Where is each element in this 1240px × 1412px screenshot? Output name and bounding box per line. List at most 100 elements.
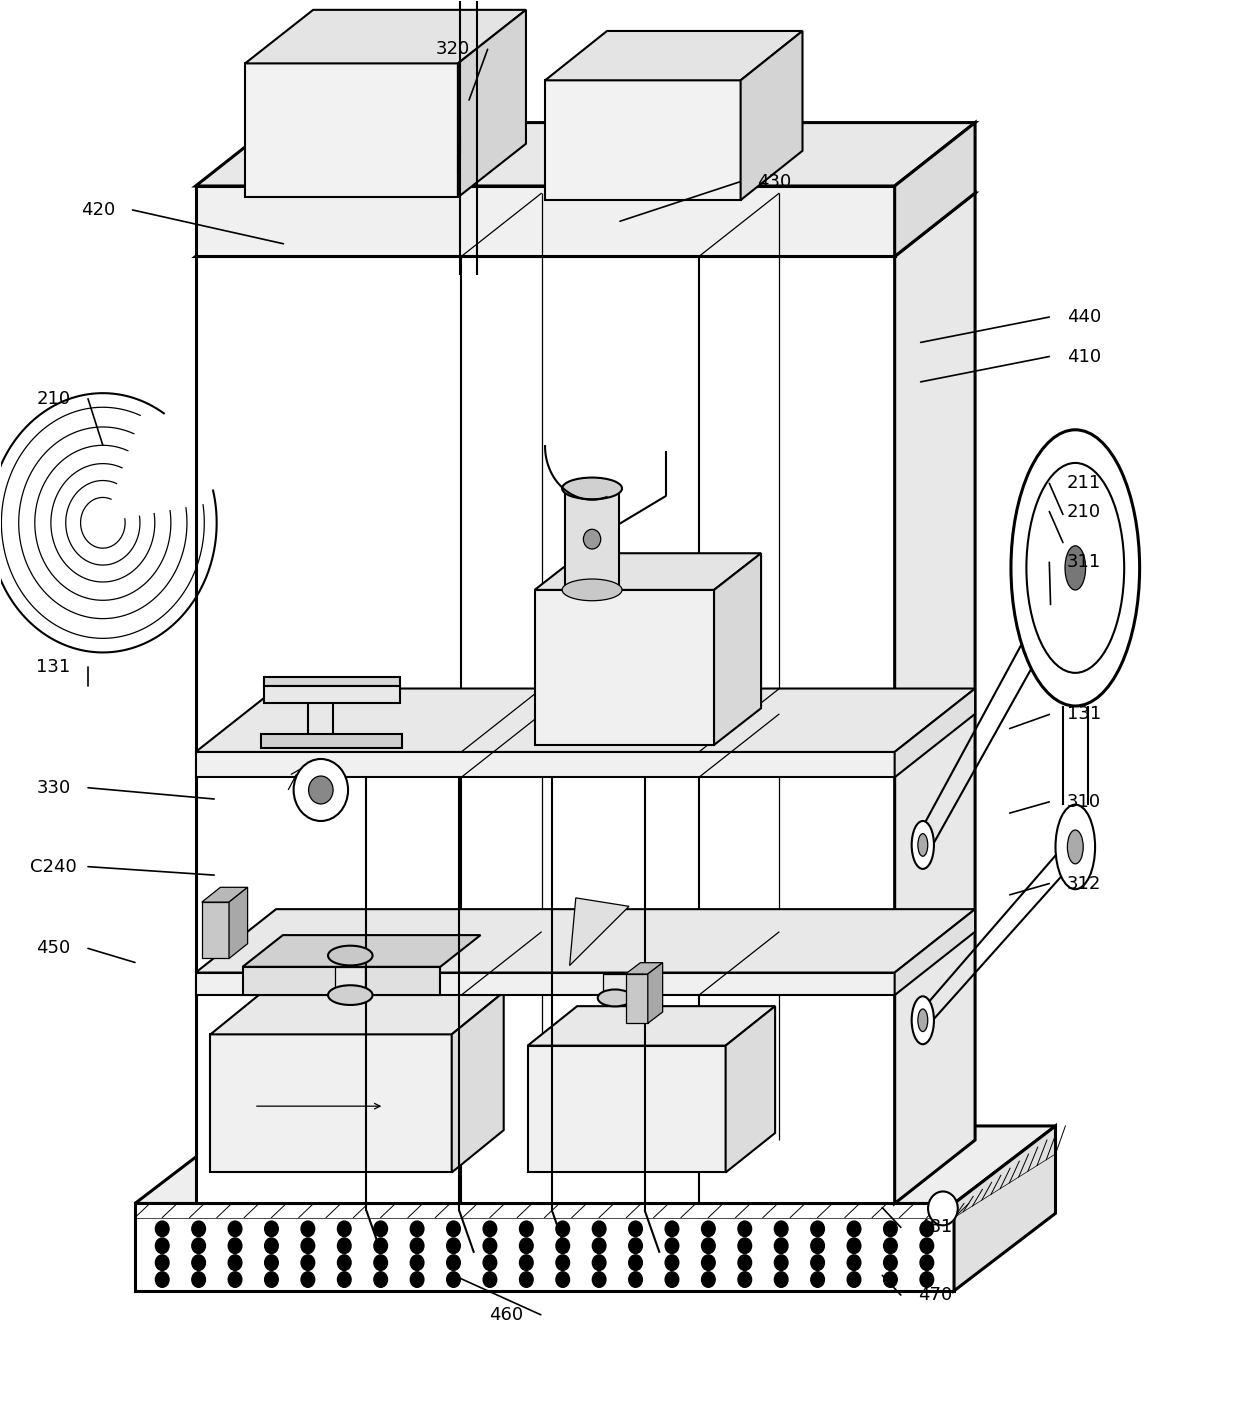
Polygon shape (229, 887, 248, 959)
Circle shape (629, 1238, 642, 1254)
Circle shape (738, 1238, 751, 1254)
Circle shape (484, 1272, 497, 1288)
Polygon shape (895, 193, 975, 1203)
Circle shape (520, 1221, 533, 1237)
Polygon shape (264, 686, 399, 703)
Circle shape (775, 1221, 787, 1237)
Circle shape (847, 1221, 861, 1237)
Text: 211: 211 (1066, 474, 1101, 493)
Ellipse shape (1068, 830, 1084, 864)
Circle shape (301, 1272, 315, 1288)
Polygon shape (895, 689, 975, 778)
Circle shape (301, 1238, 315, 1254)
Polygon shape (625, 974, 647, 1024)
Circle shape (264, 1238, 278, 1254)
Circle shape (410, 1255, 424, 1271)
Text: 330: 330 (36, 779, 71, 796)
Circle shape (309, 777, 334, 803)
Circle shape (665, 1255, 678, 1271)
Polygon shape (625, 963, 662, 974)
Circle shape (337, 1255, 351, 1271)
Polygon shape (647, 963, 662, 1024)
Polygon shape (196, 193, 975, 257)
Circle shape (847, 1238, 861, 1254)
Text: 312: 312 (1066, 874, 1101, 892)
Polygon shape (451, 993, 503, 1172)
Circle shape (155, 1255, 169, 1271)
Circle shape (337, 1272, 351, 1288)
Circle shape (847, 1272, 861, 1288)
Circle shape (520, 1272, 533, 1288)
Polygon shape (603, 974, 627, 998)
Circle shape (410, 1221, 424, 1237)
Circle shape (629, 1272, 642, 1288)
Circle shape (484, 1255, 497, 1271)
Text: 131: 131 (1066, 706, 1101, 723)
Text: 310: 310 (1066, 792, 1101, 810)
Polygon shape (534, 590, 714, 746)
Circle shape (228, 1272, 242, 1288)
Polygon shape (196, 123, 975, 186)
Text: 450: 450 (36, 939, 71, 957)
Circle shape (847, 1255, 861, 1271)
Polygon shape (528, 1046, 725, 1172)
Circle shape (920, 1272, 934, 1288)
Circle shape (556, 1221, 569, 1237)
Polygon shape (895, 909, 975, 995)
Circle shape (556, 1238, 569, 1254)
Circle shape (665, 1272, 678, 1288)
Polygon shape (196, 973, 895, 995)
Circle shape (884, 1272, 898, 1288)
Ellipse shape (911, 820, 934, 868)
Ellipse shape (918, 1010, 928, 1032)
Ellipse shape (911, 997, 934, 1045)
Ellipse shape (1065, 546, 1085, 590)
Circle shape (702, 1255, 715, 1271)
Text: 210: 210 (36, 390, 71, 408)
Circle shape (228, 1221, 242, 1237)
Circle shape (775, 1272, 787, 1288)
Circle shape (228, 1238, 242, 1254)
Circle shape (446, 1272, 460, 1288)
Ellipse shape (1055, 805, 1095, 890)
Polygon shape (246, 64, 458, 198)
Circle shape (228, 1255, 242, 1271)
Circle shape (775, 1255, 787, 1271)
Circle shape (446, 1221, 460, 1237)
Polygon shape (528, 1007, 775, 1046)
Polygon shape (262, 734, 402, 748)
Polygon shape (243, 935, 481, 967)
Polygon shape (196, 257, 895, 1203)
Polygon shape (546, 80, 740, 201)
Polygon shape (246, 10, 526, 64)
Polygon shape (546, 31, 802, 80)
Circle shape (446, 1255, 460, 1271)
Circle shape (410, 1238, 424, 1254)
Circle shape (884, 1255, 898, 1271)
Circle shape (264, 1221, 278, 1237)
Circle shape (775, 1238, 787, 1254)
Polygon shape (458, 10, 526, 198)
Circle shape (920, 1255, 934, 1271)
Circle shape (374, 1255, 387, 1271)
Circle shape (629, 1255, 642, 1271)
Circle shape (192, 1255, 206, 1271)
Polygon shape (740, 31, 802, 201)
Circle shape (301, 1255, 315, 1271)
Ellipse shape (562, 579, 622, 600)
Circle shape (520, 1255, 533, 1271)
Text: 440: 440 (1066, 308, 1101, 326)
Circle shape (155, 1272, 169, 1288)
Polygon shape (895, 123, 975, 257)
Circle shape (337, 1221, 351, 1237)
Polygon shape (211, 1035, 451, 1172)
Text: 410: 410 (1066, 347, 1101, 366)
Circle shape (446, 1238, 460, 1254)
Text: 430: 430 (758, 172, 792, 191)
Circle shape (811, 1221, 825, 1237)
Circle shape (884, 1221, 898, 1237)
Circle shape (155, 1221, 169, 1237)
Circle shape (811, 1255, 825, 1271)
Ellipse shape (329, 986, 372, 1005)
Circle shape (556, 1272, 569, 1288)
